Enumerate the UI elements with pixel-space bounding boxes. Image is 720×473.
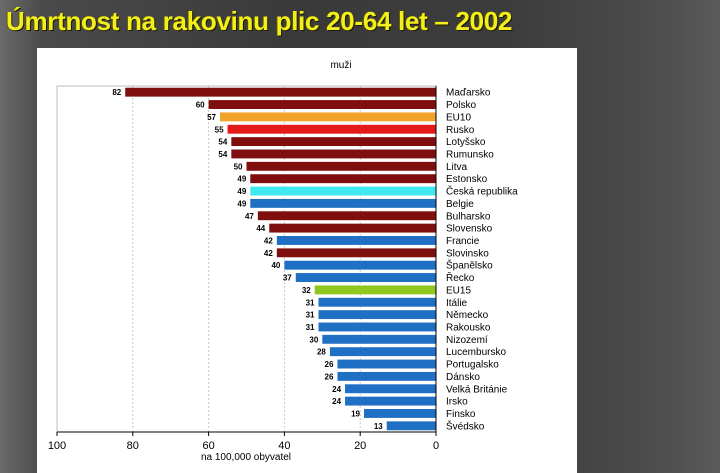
x-tick-label: 20: [354, 440, 366, 452]
category-label: Polsko: [446, 100, 476, 111]
bar: [276, 236, 436, 245]
value-label: 26: [325, 360, 334, 369]
category-label: Irsko: [446, 397, 468, 408]
x-tick-label: 80: [127, 440, 139, 452]
value-label: 49: [237, 175, 246, 184]
category-label: Belgie: [446, 199, 474, 210]
category-label: Švédsko: [446, 419, 485, 432]
category-label: EU15: [446, 285, 471, 296]
x-axis: 100 80 60 40 20 0: [48, 86, 439, 452]
bar: [250, 198, 436, 208]
chart-panel: muži 82 60 57 55 54 54 50 49 49 49 47 44 42 42 40 37 32 3…: [37, 48, 577, 473]
bar: [318, 310, 436, 320]
category-label: EU10: [446, 112, 471, 123]
bar: [314, 285, 436, 295]
category-label: Dánsko: [446, 372, 480, 383]
value-label: 57: [207, 113, 216, 122]
x-tick-label: 100: [48, 440, 66, 452]
bar: [295, 273, 436, 282]
category-label: Velká Británie: [446, 384, 508, 395]
category-label: Rakousko: [446, 322, 491, 333]
category-label: Litva: [446, 162, 468, 173]
value-label: 49: [237, 199, 246, 208]
bar: [276, 248, 436, 258]
value-label: 24: [332, 397, 341, 406]
bar: [227, 124, 436, 134]
category-label: Řecko: [446, 271, 475, 284]
bar: [386, 421, 436, 431]
category-label: Nizozemí: [446, 335, 488, 346]
bar: [219, 112, 436, 122]
slide-title: Úmrtnost na rakovinu plic 20-64 let – 20…: [6, 6, 513, 36]
bar: [231, 149, 436, 159]
category-label: Česká republika: [446, 185, 518, 198]
bar: [318, 297, 436, 307]
value-label: 28: [317, 348, 326, 357]
value-label: 44: [256, 224, 265, 233]
bar: [284, 260, 436, 270]
category-label: Lucembursko: [446, 347, 506, 358]
value-label: 30: [309, 335, 318, 344]
bar: [208, 100, 436, 109]
x-axis-label: na 100,000 obyvatel: [201, 452, 291, 463]
value-label: 31: [306, 323, 315, 332]
x-tick-label: 40: [278, 440, 290, 452]
category-label: Lotyšsko: [446, 137, 486, 148]
category-label: Rusko: [446, 125, 475, 136]
value-label: 31: [306, 311, 315, 320]
bar: [250, 174, 436, 184]
chart-subtitle: muži: [330, 60, 351, 71]
category-label: Bulharsko: [446, 211, 491, 222]
value-label: 32: [302, 286, 311, 295]
category-label: Španělsko: [446, 259, 493, 272]
category-label: Německo: [446, 310, 489, 321]
value-label: 54: [218, 138, 227, 147]
bar: [329, 347, 436, 357]
value-label: 42: [264, 249, 273, 258]
value-label: 60: [196, 101, 205, 110]
value-label: 55: [215, 125, 224, 134]
category-label: Portugalsko: [446, 360, 499, 371]
value-label: 49: [237, 187, 246, 196]
bar: [337, 371, 436, 381]
bar: [257, 211, 436, 221]
value-label: 50: [234, 162, 243, 171]
category-label: Estonsko: [446, 174, 488, 185]
value-label: 54: [218, 150, 227, 159]
bar: [269, 223, 436, 233]
category-label: Slovensko: [446, 224, 493, 235]
value-label: 40: [271, 261, 280, 270]
x-tick-label: 60: [202, 440, 214, 452]
category-label: Maďarsko: [446, 88, 491, 99]
value-label: 19: [351, 409, 360, 418]
bars: [125, 87, 436, 431]
x-tick-label: 0: [433, 440, 439, 452]
value-label: 47: [245, 212, 254, 221]
bar: [246, 161, 436, 171]
value-label: 82: [112, 88, 121, 97]
bar: [337, 359, 436, 369]
bar: [250, 186, 436, 196]
value-label: 37: [283, 274, 292, 283]
category-label: Finsko: [446, 409, 476, 420]
bar-chart: muži 82605755545450494949474442424037323…: [48, 60, 518, 463]
bar: [363, 409, 436, 418]
category-label: Slovinsko: [446, 248, 489, 259]
bar: [318, 322, 436, 332]
bar: [125, 87, 436, 97]
value-label: 26: [325, 372, 334, 381]
bar: [322, 334, 436, 344]
category-label: Francie: [446, 236, 480, 247]
bar: [345, 384, 436, 394]
category-label: Rumunsko: [446, 149, 494, 160]
bar: [345, 396, 436, 406]
value-label: 13: [374, 422, 383, 431]
value-label: 24: [332, 385, 341, 394]
bar: [231, 137, 436, 147]
value-label: 42: [264, 236, 273, 245]
category-label: Itálie: [446, 298, 468, 309]
value-label: 31: [306, 298, 315, 307]
